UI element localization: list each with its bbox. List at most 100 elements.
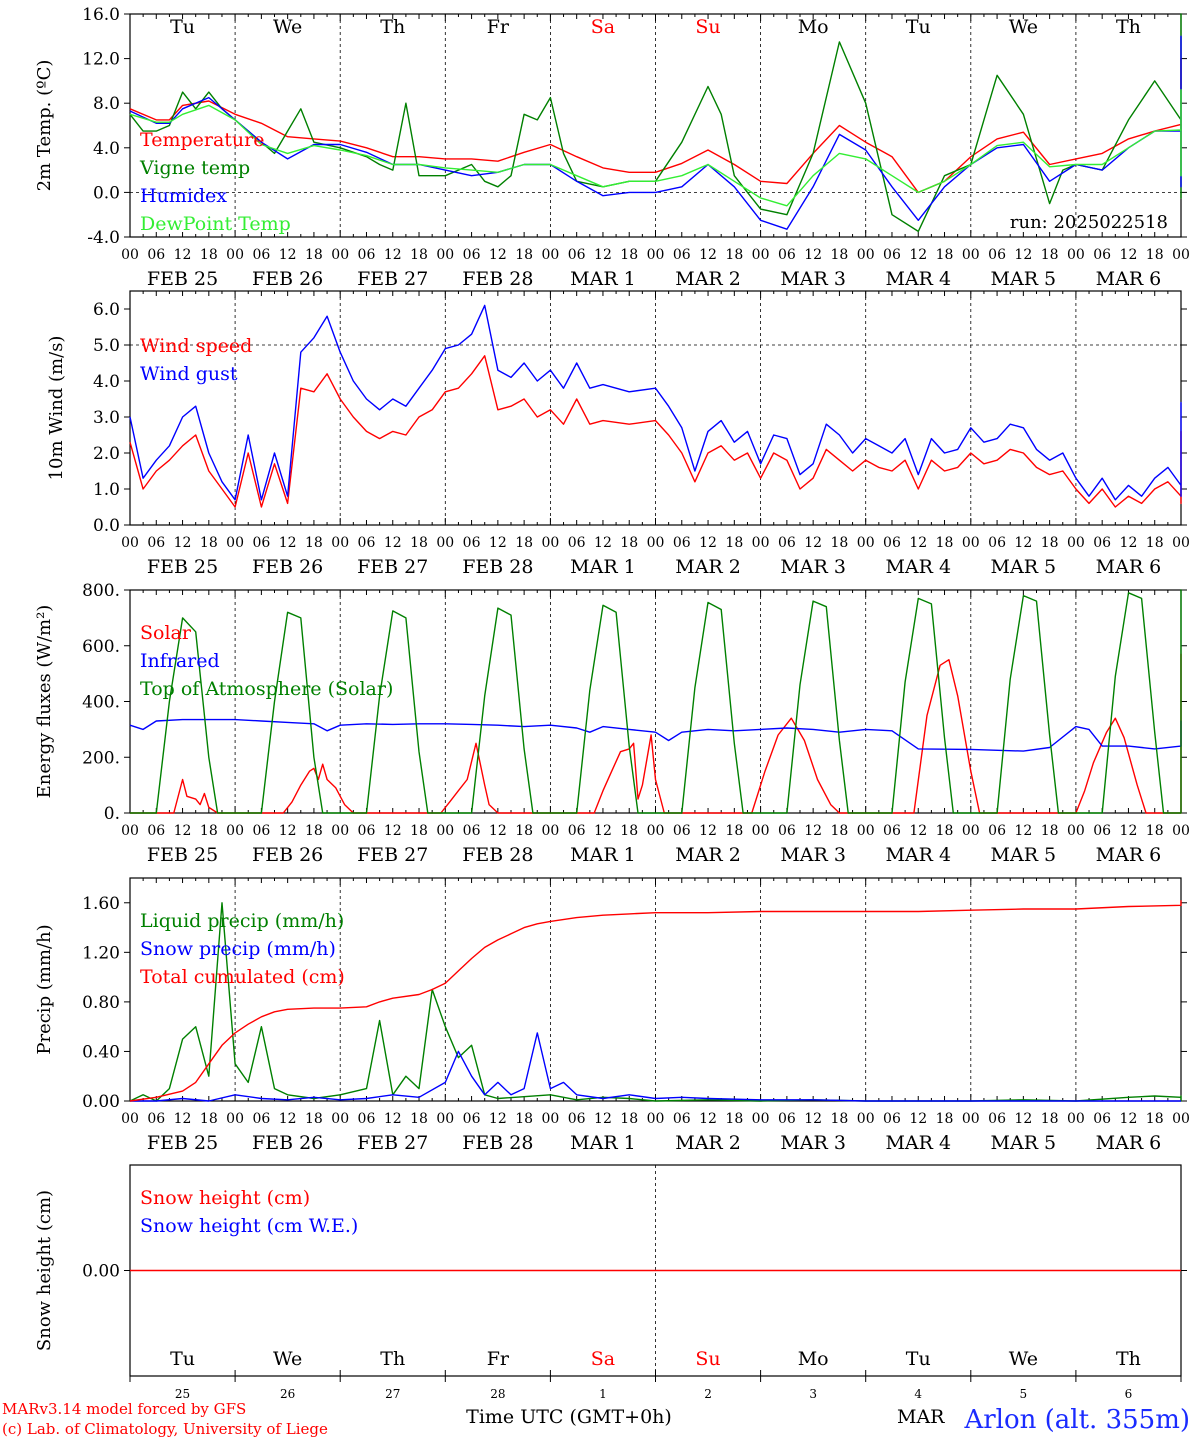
date-label: FEB 27: [357, 844, 428, 866]
hour-label: 06: [883, 1111, 901, 1127]
hour-label: 12: [384, 535, 402, 551]
hour-label: 00: [647, 1111, 665, 1127]
day-label: Sa: [591, 16, 615, 38]
hour-label: 06: [778, 823, 796, 839]
hour-label: 00: [962, 823, 980, 839]
hour-label: 12: [174, 535, 192, 551]
date-label: MAR 5: [991, 268, 1057, 290]
day-number: 6: [1125, 1387, 1133, 1401]
hour-label: 18: [515, 247, 533, 263]
series-line-total-cumulated-cm-: [129, 900, 1182, 1102]
hour-label: 06: [883, 247, 901, 263]
hour-label: 06: [252, 823, 270, 839]
hour-label: 12: [909, 823, 927, 839]
day-label: Th: [380, 16, 405, 38]
y-tick-label: 0.80: [82, 993, 120, 1013]
day-label: We: [1009, 16, 1038, 38]
day-label: Tu: [170, 16, 195, 38]
day-label: Sa: [591, 1348, 615, 1370]
hour-label: 06: [883, 535, 901, 551]
hour-label: 06: [252, 535, 270, 551]
hour-label: 06: [358, 1111, 376, 1127]
hour-label: 00: [226, 247, 244, 263]
date-label: MAR 4: [885, 556, 951, 578]
y-tick-label: 200.: [82, 748, 120, 768]
date-label: FEB 28: [462, 268, 533, 290]
series-line-snow-precip-mm-h-: [130, 1032, 1181, 1102]
day-number: 3: [809, 1387, 817, 1401]
date-label: MAR 4: [885, 268, 951, 290]
hour-label: 00: [962, 247, 980, 263]
day-number: 1: [599, 1387, 607, 1401]
hour-label: 12: [699, 1111, 717, 1127]
hour-label: 06: [358, 535, 376, 551]
hour-label: 00: [121, 535, 139, 551]
date-label: FEB 26: [252, 1132, 323, 1154]
date-label: MAR 1: [570, 556, 636, 578]
hour-label: 18: [1146, 823, 1164, 839]
date-label: MAR 2: [675, 268, 741, 290]
hour-label: 00: [752, 247, 770, 263]
date-label: MAR 6: [1096, 556, 1162, 578]
hour-label: 18: [200, 535, 218, 551]
hour-label: 06: [147, 823, 165, 839]
hour-label: 06: [252, 247, 270, 263]
date-label: MAR 3: [780, 844, 846, 866]
hour-label: 12: [174, 1111, 192, 1127]
day-label: Mo: [798, 16, 829, 38]
hour-label: 18: [725, 823, 743, 839]
hour-label: 12: [1120, 1111, 1138, 1127]
hour-label: 12: [1014, 823, 1032, 839]
legend-entry: Snow height (cm W.E.): [140, 1215, 358, 1237]
hour-label: 18: [305, 247, 323, 263]
day-label: Su: [695, 1348, 720, 1370]
hour-label: 06: [1093, 1111, 1111, 1127]
month-label: MAR: [897, 1406, 945, 1428]
hour-label: 18: [305, 535, 323, 551]
hour-label: 12: [594, 823, 612, 839]
day-number: 26: [280, 1387, 295, 1401]
day-label: Fr: [487, 16, 510, 38]
lab-credit: (c) Lab. of Climatology, University of L…: [2, 1420, 328, 1438]
day-label: Fr: [487, 1348, 510, 1370]
hour-label: 06: [147, 247, 165, 263]
hour-label: 06: [1093, 535, 1111, 551]
hour-label: 06: [988, 247, 1006, 263]
date-label: MAR 6: [1096, 844, 1162, 866]
day-number: 5: [1020, 1387, 1028, 1401]
series-line-wind-gust: [129, 304, 1182, 501]
hour-label: 18: [1146, 247, 1164, 263]
hour-label: 18: [936, 535, 954, 551]
hour-label: 12: [1120, 823, 1138, 839]
hour-label: 18: [620, 247, 638, 263]
hour-label: 12: [489, 247, 507, 263]
hour-label: 12: [1014, 535, 1032, 551]
hour-label: 00: [226, 535, 244, 551]
hour-label: 00: [121, 247, 139, 263]
day-label: Tu: [906, 1348, 931, 1370]
day-label: Th: [380, 1348, 405, 1370]
hour-label: 00: [541, 247, 559, 263]
date-label: MAR 2: [675, 844, 741, 866]
legend-entry: Infrared: [140, 650, 220, 672]
legend-entry: Temperature: [140, 129, 264, 151]
hour-label: 00: [226, 1111, 244, 1127]
hour-label: 00: [1172, 535, 1190, 551]
hour-label: 00: [1067, 823, 1085, 839]
hour-label: 12: [384, 823, 402, 839]
hour-label: 00: [331, 1111, 349, 1127]
hour-label: 06: [147, 1111, 165, 1127]
panel-frame: [129, 13, 1182, 238]
hour-label: 12: [1120, 247, 1138, 263]
hour-label: 00: [436, 535, 454, 551]
series-line-top-of-atmosphere-solar-: [130, 589, 1182, 814]
hour-label: 06: [883, 823, 901, 839]
hour-label: 06: [463, 823, 481, 839]
hour-label: 06: [1093, 823, 1111, 839]
hour-label: 18: [305, 1111, 323, 1127]
hour-label: 12: [594, 535, 612, 551]
series-line-liquid-precip-mm-h-: [129, 902, 1182, 1102]
hour-label: 12: [804, 535, 822, 551]
y-tick-label: 6.0: [93, 300, 120, 320]
